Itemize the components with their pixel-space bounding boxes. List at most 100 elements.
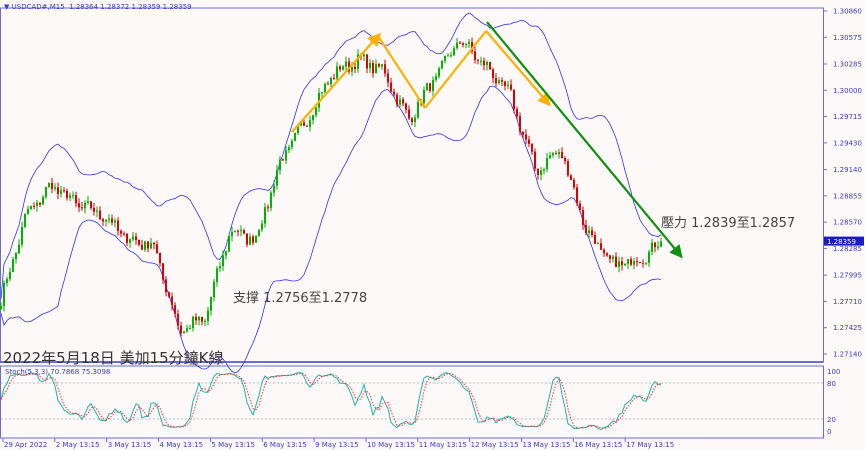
candle-body — [141, 244, 143, 250]
stoch-level-label: 80 — [827, 380, 836, 388]
candle-body — [633, 261, 635, 265]
candle — [285, 146, 287, 165]
candle-body — [612, 256, 614, 259]
candle — [597, 241, 599, 245]
candle-body — [201, 317, 203, 322]
candle-body — [477, 59, 479, 61]
candle-body — [321, 92, 323, 94]
candle — [117, 217, 119, 236]
stochastic-label: Stoch(5,3,3) 70.7868 75.3098 — [5, 368, 111, 376]
candle — [174, 302, 176, 318]
candle — [426, 82, 428, 92]
candle — [270, 190, 272, 212]
price-tick-label: 1.29140 — [833, 166, 862, 174]
candle — [57, 182, 59, 200]
candle-body — [435, 76, 437, 80]
candle — [93, 203, 95, 216]
candle-body — [327, 83, 329, 85]
candle — [624, 263, 626, 267]
candle — [99, 206, 101, 221]
candle — [507, 80, 509, 90]
candle-body — [558, 151, 560, 155]
candle — [144, 240, 146, 252]
candle-body — [183, 331, 185, 334]
candle — [294, 132, 296, 142]
candle-body — [438, 68, 440, 77]
price-tick-label: 1.28285 — [833, 245, 862, 253]
price-tick-label: 1.28570 — [833, 219, 862, 227]
candle — [633, 258, 635, 270]
candle-body — [417, 102, 419, 118]
candle — [153, 241, 155, 250]
candle — [159, 252, 161, 267]
candle — [618, 256, 620, 273]
candle — [558, 148, 560, 159]
candle-body — [60, 190, 62, 194]
candle — [84, 200, 86, 214]
trendline-fall-2 — [485, 30, 551, 107]
candle — [654, 241, 656, 253]
candle — [180, 321, 182, 337]
candle-body — [465, 43, 467, 45]
candle-body — [291, 140, 293, 148]
candle — [504, 80, 506, 91]
candle — [216, 266, 218, 287]
candle-body — [273, 185, 275, 193]
candle-body — [462, 43, 464, 45]
candle-body — [453, 48, 455, 56]
candle — [234, 230, 236, 233]
candle — [561, 147, 563, 159]
candle — [657, 241, 659, 251]
candle-body — [363, 54, 365, 57]
candle-body — [474, 51, 476, 60]
candle — [108, 214, 110, 224]
candle — [189, 324, 191, 330]
candle-body — [627, 259, 629, 264]
candle — [606, 252, 608, 257]
candle-body — [366, 54, 368, 69]
candle — [228, 235, 230, 253]
candle-body — [45, 186, 47, 197]
candle — [543, 167, 545, 175]
candle — [156, 240, 158, 254]
candle — [264, 202, 266, 228]
candle-body — [351, 66, 353, 72]
candle-body — [345, 61, 347, 67]
candle-body — [582, 210, 584, 225]
candle — [204, 318, 206, 326]
candle — [138, 239, 140, 247]
candle-body — [597, 243, 599, 245]
candle — [585, 219, 587, 236]
candle — [366, 53, 368, 74]
candle-body — [114, 220, 116, 223]
candle-body — [126, 233, 128, 243]
candle — [369, 59, 371, 73]
candle — [186, 324, 188, 333]
candle-body — [237, 230, 239, 232]
candle-body — [138, 239, 140, 245]
candle-body — [108, 218, 110, 220]
candle-body — [75, 195, 77, 204]
candle-body — [135, 236, 137, 240]
trendline-rise-2 — [424, 30, 487, 109]
candle — [555, 150, 557, 155]
candle-body — [405, 103, 407, 110]
candle-body — [468, 42, 470, 44]
dropdown-triangle-icon[interactable]: ▼ — [4, 3, 10, 11]
time-tick-label: 6 May 13:15 — [263, 441, 307, 449]
candle — [126, 232, 128, 247]
candle — [531, 142, 533, 156]
candle-body — [90, 201, 92, 208]
bollinger-lower-band — [0, 85, 662, 374]
candle — [141, 239, 143, 250]
candle — [195, 313, 197, 325]
candle — [552, 151, 554, 158]
candle — [72, 191, 74, 199]
candle-body — [534, 151, 536, 169]
candle-body — [324, 83, 326, 93]
candle-body — [459, 42, 461, 44]
candle-body — [231, 232, 233, 236]
candle-body — [48, 182, 50, 187]
support-annotation: 支撑 1.2756至1.2778 — [233, 291, 368, 306]
